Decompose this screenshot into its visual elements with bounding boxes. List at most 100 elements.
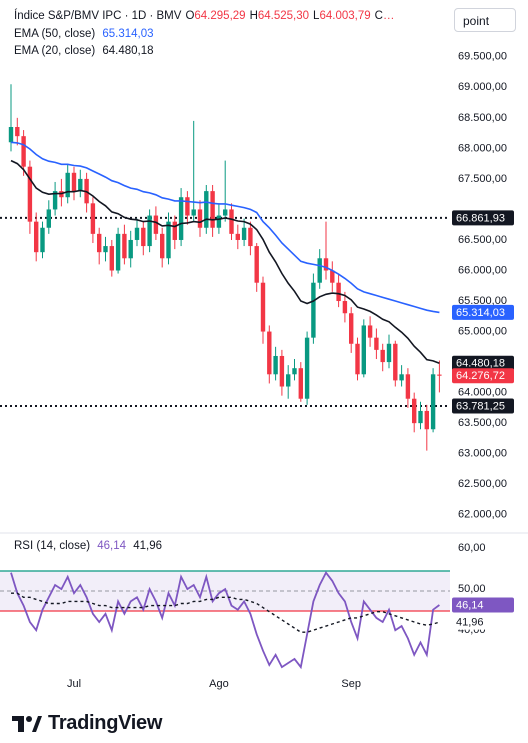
candle-body — [241, 227, 247, 240]
candle-body — [235, 233, 240, 240]
candle-body — [185, 197, 190, 216]
legend-value: 64.480,18 — [102, 45, 154, 57]
x-tick-label: Jul — [67, 678, 81, 690]
candle-body — [437, 374, 442, 376]
ema20-legend: EMA (20, close) 64.480,18 — [14, 43, 158, 60]
y-tick-label: 60,00 — [458, 542, 486, 554]
y-tick-label: 67.500,00 — [458, 173, 507, 185]
candle-body — [71, 172, 77, 192]
interval-button[interactable]: point — [454, 8, 516, 32]
candle-body — [34, 221, 39, 253]
y-tick-label: 62.500,00 — [458, 478, 507, 490]
candle-body — [248, 227, 253, 247]
candle-body — [367, 325, 373, 338]
candle-body — [430, 374, 436, 430]
price-tag — [452, 304, 514, 320]
logo-text: TradingView — [48, 712, 163, 734]
candle-body — [65, 172, 70, 198]
y-tick-label: 50,00 — [458, 583, 486, 595]
candle-body — [317, 258, 322, 283]
candle-body — [304, 337, 310, 399]
legend-value: 41,96 — [133, 540, 163, 552]
rsi-legend: RSI (14, close) 46,14 41,96 — [14, 538, 166, 555]
candle-body — [109, 246, 114, 271]
candle-body — [178, 197, 184, 240]
x-tick-label: Ago — [209, 678, 229, 690]
candle-body — [286, 374, 291, 387]
price-tag-label: 46,14 — [456, 599, 484, 611]
candle-body — [153, 215, 159, 234]
y-tick-label: 66.500,00 — [458, 234, 507, 246]
ohlc-value: 64.525,30 — [257, 10, 310, 22]
price-tag — [452, 210, 514, 226]
y-tick-label: 64.000,00 — [458, 387, 507, 399]
ema50-legend: EMA (50, close) 65.314,03 — [14, 26, 158, 43]
candle-body — [191, 209, 196, 216]
candle-body — [260, 282, 266, 332]
y-tick-label: 68.000,00 — [458, 142, 507, 154]
logo: TradingView — [12, 712, 162, 735]
candle-body — [267, 331, 272, 375]
candle-body — [342, 301, 348, 314]
candle-body — [78, 178, 83, 192]
price-tag-label: 41,96 — [456, 617, 484, 629]
candle-body — [399, 374, 404, 381]
candle-body — [52, 191, 58, 210]
candle-body — [134, 227, 140, 240]
candle-body — [386, 343, 392, 363]
y-tick-label: 63.500,00 — [458, 417, 507, 429]
price-tag — [452, 368, 514, 384]
candle-body — [97, 233, 102, 253]
ema-line — [10, 159, 440, 365]
logo-icon — [12, 715, 42, 732]
y-tick-label: 68.500,00 — [458, 112, 507, 124]
y-tick-label: 66.000,00 — [458, 264, 507, 276]
candle-body — [147, 215, 152, 247]
legend-value: 46,14 — [97, 540, 127, 552]
candle-body — [279, 355, 285, 387]
ohlc: O64.295,29 H64.525,30 L64.003,79 C… — [185, 10, 398, 22]
y-tick-label: 65.500,00 — [458, 295, 507, 307]
price-tag — [452, 398, 514, 414]
candle-body — [197, 209, 203, 228]
candle-body — [349, 313, 354, 344]
candle-body — [323, 258, 329, 271]
y-tick-label: 69.500,00 — [458, 51, 507, 63]
candle-body — [405, 374, 411, 399]
price-tag-label: 63.781,25 — [456, 400, 505, 412]
candle-body — [204, 191, 209, 228]
price-tag-label: 64.480,18 — [456, 358, 505, 370]
candle-body — [166, 221, 171, 259]
y-tick-label: 63.000,00 — [458, 448, 507, 460]
y-tick-label: 65.000,00 — [458, 325, 507, 337]
rsi-title: RSI (14, close) — [14, 540, 91, 552]
candle-body — [361, 325, 366, 375]
candle-body — [380, 349, 385, 363]
price-tag — [452, 597, 514, 613]
candle-body — [254, 246, 259, 283]
ohlc-key: C — [374, 10, 383, 22]
candle-body — [46, 209, 51, 228]
candle-body — [336, 282, 341, 302]
candle-body — [103, 246, 108, 253]
ohlc-value: 64.003,79 — [319, 10, 371, 22]
rsi-ma-line — [11, 592, 440, 633]
price-tag-label: 65.314,03 — [456, 307, 505, 319]
y-tick-label: 69.000,00 — [458, 81, 507, 93]
candle-body — [27, 166, 33, 222]
candle-body — [223, 209, 228, 216]
rsi-line — [10, 571, 440, 670]
candle-body — [229, 209, 234, 234]
candle-body — [141, 227, 146, 247]
price-tag-label: 66.861,93 — [456, 212, 505, 224]
legend-name: EMA (20, close) — [14, 45, 96, 57]
y-tick-label: 62.000,00 — [458, 509, 507, 521]
legend-value: 65.314,03 — [102, 28, 154, 40]
x-tick-label: Sep — [341, 678, 361, 690]
candle-body — [160, 233, 165, 259]
price-tag-label: 64.276,72 — [456, 370, 505, 382]
candle-body — [355, 343, 360, 375]
candle-body — [15, 127, 20, 137]
candle-body — [172, 221, 177, 240]
